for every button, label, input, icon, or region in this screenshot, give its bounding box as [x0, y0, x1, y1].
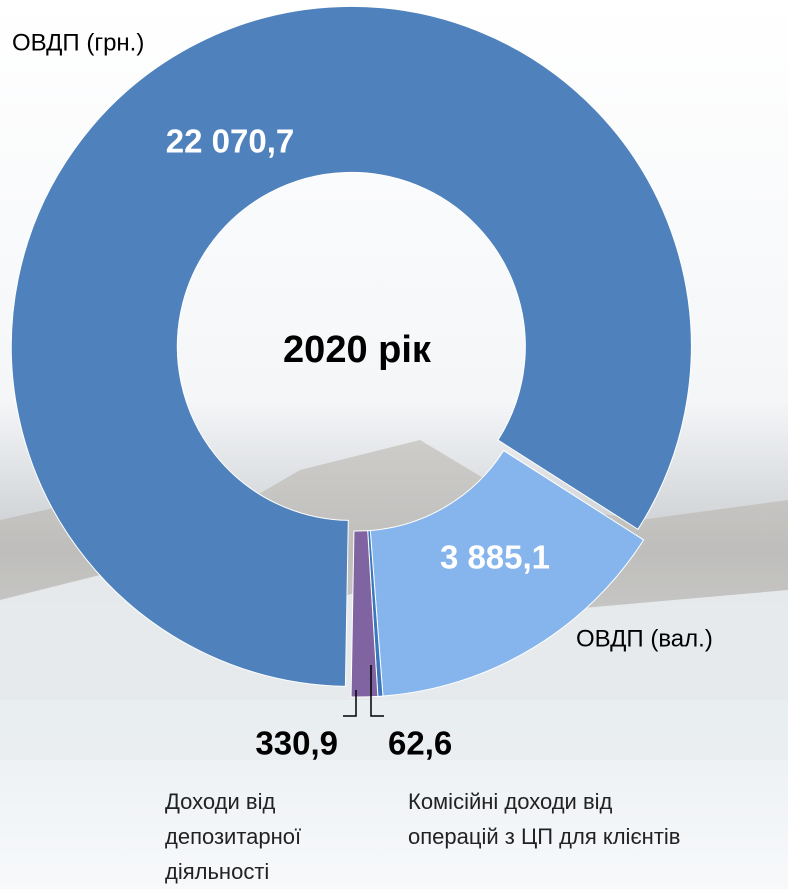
page: {"chart_data": { "type": "donut", "cente… [0, 0, 788, 889]
value-label: 62,6 [388, 725, 452, 762]
center-label: 2020 рік [283, 329, 432, 371]
value-label: 3 885,1 [440, 539, 550, 576]
category-label: ОВДП (вал.) [576, 625, 713, 652]
value-label: 22 070,7 [166, 123, 294, 160]
chart: 2020 рік ОВДП (грн.) ОВДП (вал.) 22 070,… [0, 0, 788, 889]
category-label: Доходи від депозитарної діяльності [165, 784, 325, 889]
category-label: ОВДП (грн.) [12, 29, 144, 56]
category-label: Комісійні доходи від операцій з ЦП для к… [408, 784, 708, 854]
value-label: 330,9 [255, 725, 338, 762]
